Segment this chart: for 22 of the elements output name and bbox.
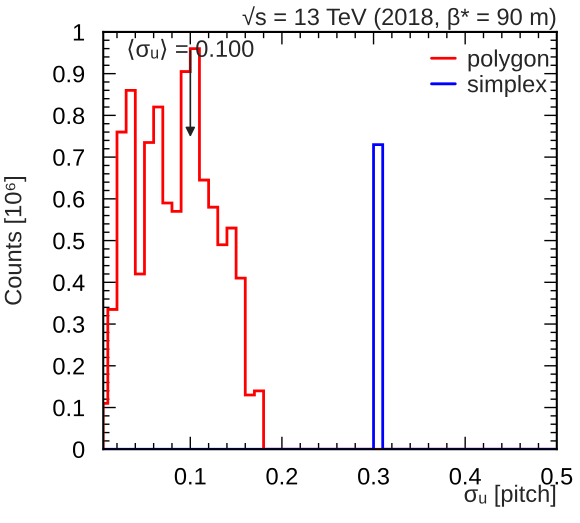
y-tick-label: 0 (72, 441, 84, 458)
x-tick-label: 0.1 (174, 468, 206, 485)
y-tick-label: 0.1 (53, 400, 84, 416)
x-tick-label: 0.5 (541, 468, 572, 485)
y-tick-label: 0.5 (53, 232, 84, 250)
y-tick-label: 0.9 (53, 66, 84, 82)
y-tick-label: 0.4 (53, 274, 84, 292)
x-axis-title: σᵤ [pitch] (464, 484, 556, 507)
chart-title: √s = 13 TeV (2018, β* = 90 m) (242, 6, 556, 30)
annotation: ⟨σᵤ⟩ = 0.100 (128, 38, 254, 60)
y-tick-label: 0.3 (53, 316, 84, 333)
y-tick-label: 0.6 (53, 190, 84, 208)
legend-label: polygon (468, 49, 548, 72)
y-axis-title: Counts [10⁶] (4, 177, 26, 305)
y-tick-label: 0.8 (53, 107, 84, 124)
x-tick-label: 0.3 (358, 468, 389, 485)
x-tick-label: 0.4 (450, 468, 481, 485)
y-tick-label: 0.7 (53, 149, 84, 166)
x-tick-label: 0.2 (266, 468, 298, 485)
y-tick-label: 1 (74, 24, 84, 40)
y-tick-label: 0.2 (53, 358, 84, 375)
legend-label: simplex (468, 74, 547, 97)
